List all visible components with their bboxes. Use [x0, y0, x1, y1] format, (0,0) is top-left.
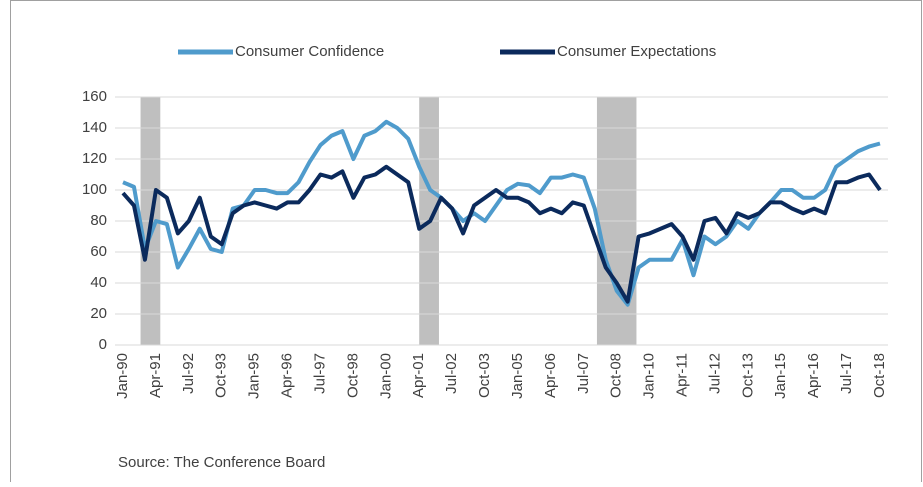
x-tick-label: Jan-00	[377, 353, 394, 399]
y-tick-label: 0	[99, 336, 107, 353]
y-tick-label: 100	[82, 181, 107, 198]
x-tick-label: Apr-06	[542, 353, 559, 398]
x-tick-label: Oct-08	[608, 353, 625, 398]
x-tick-label: Oct-93	[213, 353, 230, 398]
x-tick-label: Jul-17	[838, 353, 855, 394]
series-line	[121, 164, 882, 304]
x-tick-label: Jan-90	[114, 353, 131, 399]
x-tick-label: Jan-95	[246, 353, 263, 399]
legend-label: Consumer Confidence	[235, 43, 384, 60]
y-tick-label: 80	[90, 212, 107, 229]
x-tick-label: Oct-03	[476, 353, 493, 398]
y-tick-label: 20	[90, 305, 107, 322]
y-tick-label: 120	[82, 150, 107, 167]
series-line	[122, 119, 881, 307]
x-tick-label: Jul-92	[180, 353, 197, 394]
x-tick-label: Oct-18	[871, 353, 888, 398]
legend-label: Consumer Expectations	[557, 43, 716, 60]
y-tick-label: 40	[90, 274, 107, 291]
frame	[10, 0, 922, 487]
x-tick-label: Apr-11	[673, 353, 690, 397]
source-note: Source: The Conference Board	[118, 454, 325, 471]
y-tick-label: 140	[82, 119, 107, 136]
x-tick-label: Jan-15	[772, 353, 789, 399]
x-tick-label: Jul-97	[311, 353, 328, 394]
y-tick-label: 60	[90, 243, 107, 260]
x-tick-label: Apr-91	[147, 353, 164, 398]
x-tick-label: Jul-12	[706, 353, 723, 394]
y-tick-label: 160	[82, 88, 107, 105]
x-tick-label: Jan-10	[641, 353, 658, 399]
x-tick-label: Oct-13	[739, 353, 756, 398]
x-tick-label: Apr-96	[279, 353, 296, 398]
x-tick-label: Oct-98	[344, 353, 361, 398]
x-tick-label: Jul-07	[575, 353, 592, 394]
x-tick-label: Jul-02	[443, 353, 460, 394]
x-tick-label: Apr-01	[410, 353, 427, 398]
x-tick-label: Jan-05	[509, 353, 526, 399]
x-tick-label: Apr-16	[805, 353, 822, 398]
